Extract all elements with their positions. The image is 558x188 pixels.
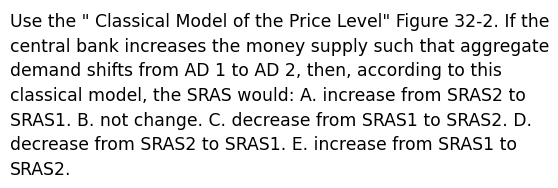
Text: SRAS2.: SRAS2. [10, 161, 71, 179]
Text: SRAS1. B. not change. C. decrease from SRAS1 to SRAS2. D.: SRAS1. B. not change. C. decrease from S… [10, 112, 532, 130]
Text: decrease from SRAS2 to SRAS1. E. increase from SRAS1 to: decrease from SRAS2 to SRAS1. E. increas… [10, 136, 517, 154]
Text: demand shifts from AD 1 to AD 2, then, according to this: demand shifts from AD 1 to AD 2, then, a… [10, 62, 502, 80]
Text: classical model, the SRAS would: A. increase from SRAS2 to: classical model, the SRAS would: A. incr… [10, 87, 526, 105]
Text: central bank increases the money supply such that aggregate: central bank increases the money supply … [10, 38, 549, 56]
Text: Use the " Classical Model of the Price Level" Figure 32-2. If the: Use the " Classical Model of the Price L… [10, 13, 550, 31]
